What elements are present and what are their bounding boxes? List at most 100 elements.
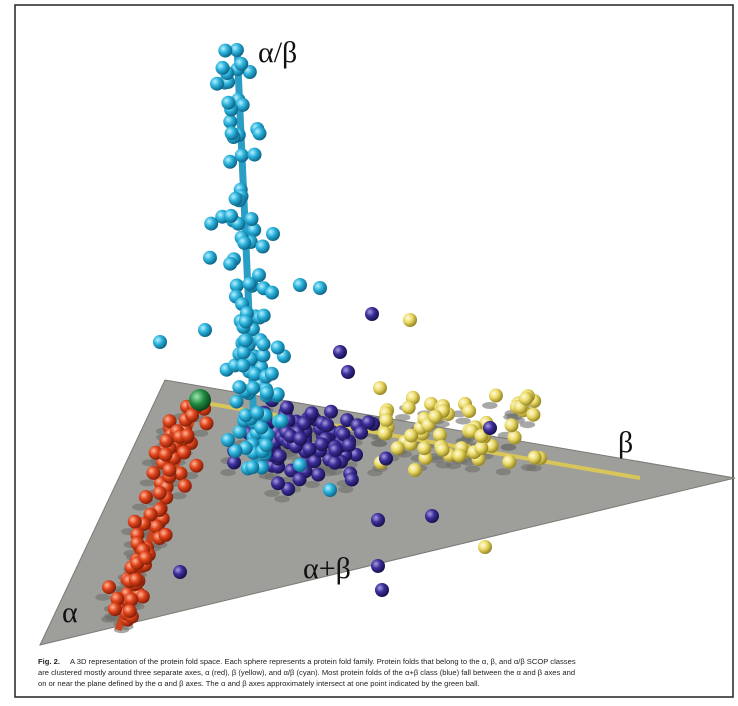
sphere — [162, 414, 177, 429]
axis-label: β — [618, 426, 633, 459]
sphere — [138, 490, 153, 505]
sphere — [408, 463, 422, 477]
sphere-shadow — [395, 413, 411, 421]
sphere-shadow — [220, 469, 236, 477]
sphere — [128, 572, 143, 587]
sphere — [390, 441, 405, 456]
sphere — [256, 337, 271, 352]
sphere — [365, 307, 379, 321]
sphere — [340, 413, 355, 428]
sphere — [349, 447, 363, 462]
sphere — [102, 580, 116, 595]
sphere — [432, 427, 447, 442]
sphere — [153, 335, 167, 349]
sphere — [146, 465, 161, 480]
sphere — [403, 313, 417, 327]
sphere — [247, 147, 262, 162]
sphere — [323, 483, 337, 497]
sphere — [297, 416, 312, 431]
sphere — [228, 444, 243, 458]
sphere — [173, 565, 187, 579]
sphere — [502, 454, 517, 469]
sphere — [256, 348, 271, 363]
sphere — [238, 408, 253, 423]
sphere — [274, 413, 289, 428]
sphere-shadow — [428, 456, 445, 464]
sphere-shadow — [482, 402, 498, 410]
sphere — [177, 478, 192, 493]
sphere — [379, 451, 393, 466]
sphere — [293, 458, 307, 472]
sphere — [138, 550, 153, 565]
sphere — [177, 445, 191, 460]
sphere — [271, 476, 285, 491]
sphere-shadow — [445, 462, 462, 470]
sphere — [478, 540, 492, 554]
sphere-shadow — [101, 615, 117, 623]
sphere — [333, 345, 347, 359]
frame — [14, 4, 734, 698]
alpha-beta-plane — [39, 379, 736, 646]
sphere — [210, 76, 224, 91]
sphere — [235, 97, 250, 112]
sphere — [341, 438, 356, 453]
sphere-shadow — [370, 439, 387, 447]
sphere — [361, 415, 376, 430]
sphere — [417, 441, 432, 456]
spheres — [153, 43, 337, 497]
sphere — [229, 278, 244, 293]
sphere — [344, 472, 359, 487]
sphere — [237, 235, 252, 250]
sphere — [474, 441, 489, 455]
sphere — [311, 467, 326, 482]
sphere — [122, 604, 137, 619]
sphere — [229, 394, 244, 409]
sphere-shadow — [464, 465, 481, 473]
sphere — [527, 450, 542, 465]
sphere — [215, 60, 230, 75]
sphere — [252, 126, 267, 141]
sphere — [488, 388, 503, 403]
sphere — [320, 418, 335, 433]
sphere — [203, 250, 217, 265]
sphere — [124, 592, 139, 607]
sphere — [236, 358, 250, 373]
sphere — [270, 340, 285, 355]
sphere — [221, 95, 236, 110]
sphere — [245, 460, 260, 475]
sphere — [404, 428, 419, 443]
sphere — [228, 191, 243, 206]
sphere — [373, 381, 387, 395]
sphere — [173, 466, 188, 481]
sphere — [199, 416, 214, 431]
sphere — [483, 421, 497, 435]
sphere — [507, 430, 522, 445]
sphere — [254, 420, 269, 435]
sphere — [265, 285, 279, 300]
sphere — [250, 405, 265, 420]
sphere — [224, 126, 239, 141]
sphere — [223, 154, 238, 169]
sphere — [218, 43, 233, 58]
sphere — [341, 365, 355, 379]
sphere-shadow — [274, 495, 290, 503]
caption-line: on or near the plane defined by the α an… — [38, 679, 480, 688]
sphere-shadow — [192, 429, 209, 437]
sphere-shadow — [495, 468, 511, 476]
sphere-shadow — [455, 417, 471, 425]
sphere — [232, 380, 247, 395]
sphere — [234, 56, 249, 71]
sphere-shadow — [521, 464, 537, 472]
sphere — [435, 442, 450, 457]
sphere — [162, 462, 177, 477]
sphere — [238, 333, 253, 348]
sphere — [246, 381, 261, 395]
sphere — [185, 408, 199, 423]
sphere — [401, 400, 416, 415]
sphere-shadow — [304, 481, 320, 489]
caption-line: A 3D representation of the protein fold … — [70, 657, 576, 666]
alpha-beta-axis — [233, 44, 260, 471]
sphere — [354, 425, 368, 440]
sphere — [292, 472, 307, 487]
sphere — [232, 424, 247, 439]
